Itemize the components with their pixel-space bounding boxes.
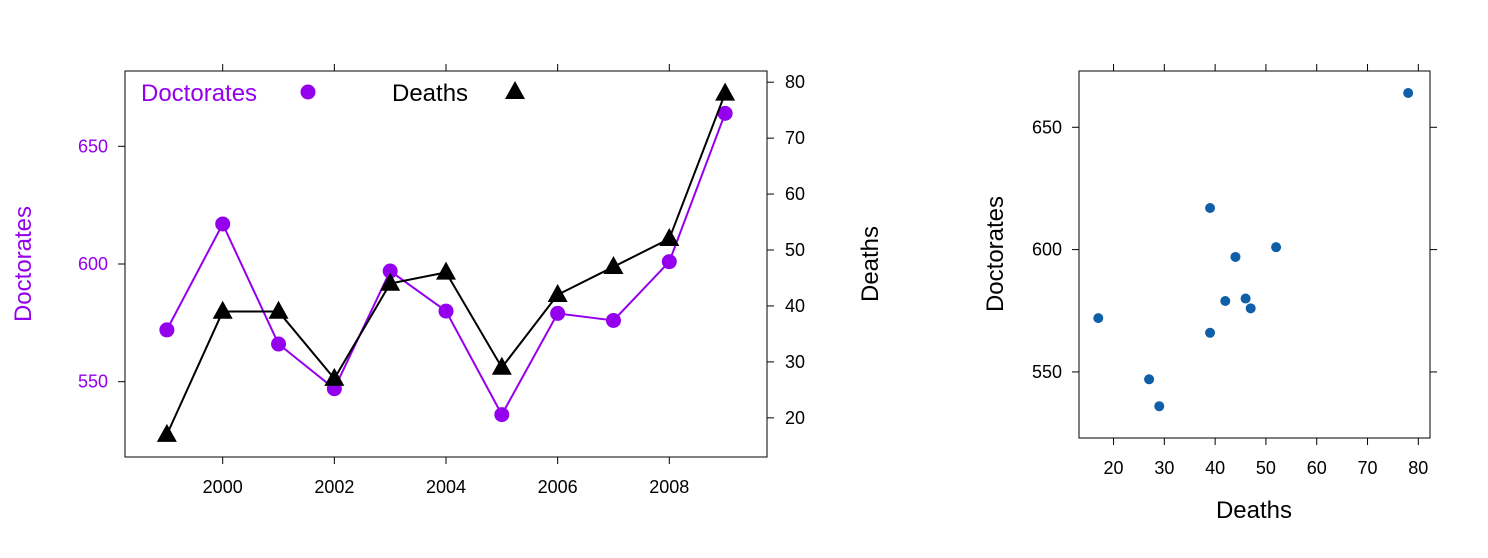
x-tick-label-2006: 2006 xyxy=(538,477,578,497)
scatter-y-tick-label-550: 550 xyxy=(1032,362,1062,382)
deaths-y-ticks: 20 30 40 50 60 70 80 xyxy=(767,72,805,428)
doctorates-point-2009 xyxy=(717,105,733,121)
deaths-point-2008 xyxy=(659,228,680,247)
legend-doctorates-label: Doctorates xyxy=(141,80,257,107)
doctorates-point-2000 xyxy=(215,216,231,232)
x-tick-label-2008: 2008 xyxy=(649,477,689,497)
legend-doctorates-marker xyxy=(300,84,316,100)
scatter-x-axis-title: Deaths xyxy=(1216,497,1292,524)
scatter-x-tick-label-20: 20 xyxy=(1104,458,1124,478)
scatter-x-tick-label-70: 70 xyxy=(1358,458,1378,478)
scatter-y-tick-label-650: 650 xyxy=(1032,117,1062,137)
x-tick-label-2004: 2004 xyxy=(426,477,466,497)
deaths-point-2002 xyxy=(324,367,345,386)
scatter-x-tick-label-30: 30 xyxy=(1154,458,1174,478)
deaths-point-2000 xyxy=(212,300,233,319)
doctorates-point-2003 xyxy=(382,263,398,279)
doctorates-point-2007 xyxy=(605,312,621,328)
deaths-point-2005 xyxy=(491,356,512,375)
scatter-point-2 xyxy=(1205,327,1216,338)
deaths-point-2001 xyxy=(268,300,289,319)
scatter-y-axis-title: Doctorates xyxy=(982,196,1009,312)
x-tick-label-2000: 2000 xyxy=(203,477,243,497)
scatter-x-tick-label-80: 80 xyxy=(1408,458,1428,478)
legend-deaths-marker xyxy=(505,81,525,99)
time-series-x-ticks: 2000 2002 2004 2006 2008 xyxy=(203,64,689,497)
legend: Doctorates Deaths xyxy=(141,80,525,107)
deaths-tick-label-70: 70 xyxy=(785,128,805,148)
scatter-x-tick-label-50: 50 xyxy=(1256,458,1276,478)
deaths-point-2003 xyxy=(380,272,401,291)
deaths-point-1999 xyxy=(156,423,177,442)
deaths-tick-label-50: 50 xyxy=(785,240,805,260)
doctorates-point-2004 xyxy=(438,303,454,319)
deaths-tick-label-80: 80 xyxy=(785,72,805,92)
scatter-y-tick-label-600: 600 xyxy=(1032,240,1062,260)
deaths-tick-label-40: 40 xyxy=(785,296,805,316)
deaths-point-2006 xyxy=(547,283,568,302)
scatter-point-4 xyxy=(1230,251,1241,262)
doctorates-point-2008 xyxy=(661,254,677,270)
time-series-lines xyxy=(156,82,736,442)
legend-deaths-label: Deaths xyxy=(392,80,468,107)
deaths-tick-label-60: 60 xyxy=(785,184,805,204)
doctorates-y-ticks: 550 600 650 xyxy=(78,136,125,392)
time-series-panel: 2000 2002 2004 2006 2008 550 600 650 20 30 40 50 6… xyxy=(10,64,884,497)
doctorates-tick-label-600: 600 xyxy=(78,254,108,274)
scatter-point-0 xyxy=(1093,313,1104,324)
scatter-point-6 xyxy=(1154,401,1165,412)
deaths-point-2004 xyxy=(436,261,456,280)
scatter-point-3 xyxy=(1144,374,1155,385)
x-tick-label-2002: 2002 xyxy=(314,477,354,497)
doctorates-tick-label-650: 650 xyxy=(78,136,108,156)
doctorates-tick-label-550: 550 xyxy=(78,372,108,392)
doctorates-point-1999 xyxy=(159,322,175,338)
scatter-panel: 20 30 40 50 60 70 80 550 600 650 Deaths Doctorat… xyxy=(982,64,1437,524)
scatter-point-9 xyxy=(1271,242,1282,253)
scatter-point-1 xyxy=(1205,203,1216,214)
scatter-point-5 xyxy=(1240,293,1251,304)
scatter-point-10 xyxy=(1403,88,1414,99)
doctorates-point-2005 xyxy=(494,407,510,423)
deaths-point-2007 xyxy=(603,255,624,274)
scatter-point-7 xyxy=(1220,295,1231,306)
doctorates-point-2006 xyxy=(550,305,566,321)
scatter-y-ticks: 550 600 650 xyxy=(1032,117,1437,382)
scatter-points xyxy=(1093,88,1414,412)
deaths-point-2009 xyxy=(715,82,736,101)
scatter-x-tick-label-40: 40 xyxy=(1205,458,1225,478)
doctorates-axis-title: Doctorates xyxy=(10,206,37,322)
scatter-x-ticks: 20 30 40 50 60 70 80 xyxy=(1104,64,1428,478)
deaths-tick-label-20: 20 xyxy=(785,408,805,428)
scatter-x-tick-label-60: 60 xyxy=(1307,458,1327,478)
deaths-tick-label-30: 30 xyxy=(785,352,805,372)
scatter-plot-frame xyxy=(1078,70,1431,439)
scatter-point-8 xyxy=(1245,303,1256,314)
doctorates-point-2001 xyxy=(271,336,287,352)
deaths-axis-title: Deaths xyxy=(857,226,884,302)
